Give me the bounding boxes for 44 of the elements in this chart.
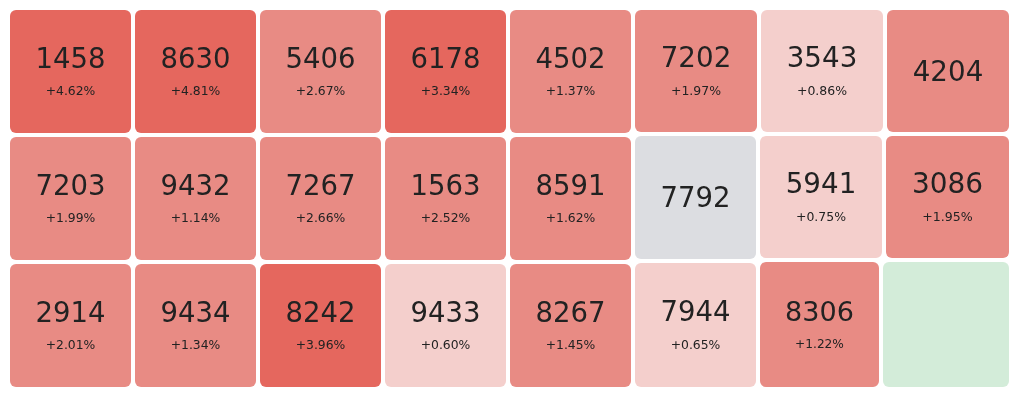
data-label: +1.62% <box>545 211 596 226</box>
category-label: 2914 <box>35 295 106 328</box>
data-label: +1.95% <box>922 208 973 224</box>
category-label: 9434 <box>160 295 231 328</box>
data-label: +3.96% <box>295 338 346 353</box>
data-label: +1.45% <box>545 338 596 353</box>
data-label: +0.75% <box>795 208 847 224</box>
category-label: 8306 <box>785 295 854 327</box>
category-label: 1563 <box>410 168 481 201</box>
category-label: 8267 <box>535 295 606 328</box>
data-label: +1.14% <box>170 211 221 226</box>
data-label: +2.01% <box>45 338 96 353</box>
data-label: +1.34% <box>170 338 221 353</box>
data-label: +2.52% <box>420 211 471 226</box>
category-label: 4204 <box>912 54 984 88</box>
data-label: +1.22% <box>795 336 844 351</box>
category-label: 8630 <box>160 41 231 74</box>
data-label: +0.60% <box>420 338 471 353</box>
category-label: 8591 <box>535 168 606 201</box>
data-label: +4.62% <box>45 84 96 99</box>
data-label: +4.81% <box>170 84 221 99</box>
category-label: 5941 <box>785 167 857 201</box>
category-label: 7202 <box>660 41 732 75</box>
data-label: +1.37% <box>545 84 596 99</box>
data-label: +1.97% <box>670 82 722 98</box>
data-label: +1.99% <box>45 211 96 226</box>
category-label: 7267 <box>285 168 356 201</box>
category-label: 3543 <box>786 41 858 75</box>
category-label: 7944 <box>660 295 731 328</box>
category-label: 6178 <box>410 41 481 74</box>
category-label: 7203 <box>35 168 106 201</box>
category-label: 5406 <box>285 41 356 74</box>
category-label: 7792 <box>660 181 731 214</box>
category-label: 9432 <box>160 168 231 201</box>
category-label: 3086 <box>911 167 984 201</box>
data-label: +2.66% <box>295 211 346 226</box>
data-label: +2.67% <box>295 84 346 99</box>
category-label: 8242 <box>285 295 356 328</box>
data-label: +0.86% <box>796 82 848 98</box>
data-label: +0.65% <box>670 337 721 352</box>
category-label: 9433 <box>410 295 481 328</box>
category-label: 4502 <box>535 41 606 74</box>
category-label: 1458 <box>35 41 106 74</box>
data-label: +3.34% <box>420 84 471 99</box>
